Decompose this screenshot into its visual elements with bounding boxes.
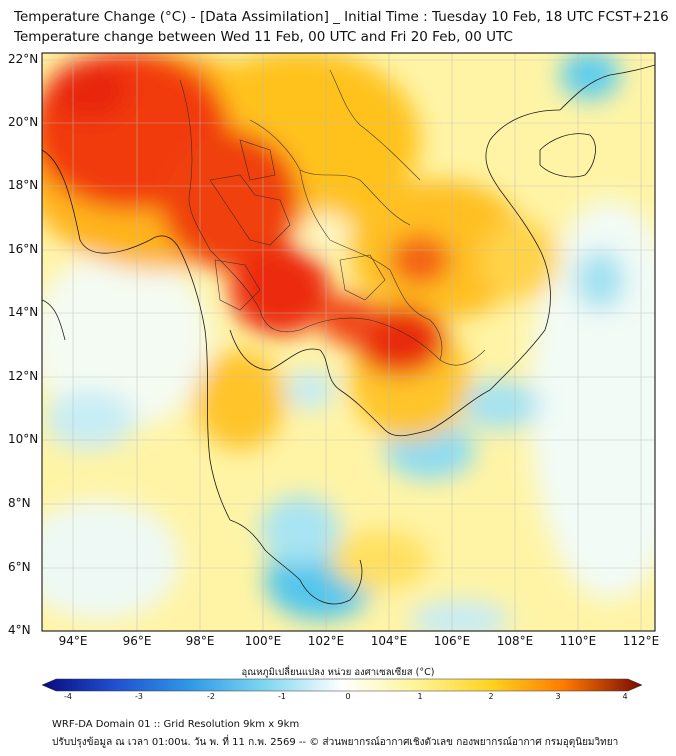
lat-label: 22°N <box>8 52 39 66</box>
colorbar <box>41 678 643 692</box>
colorbar-title: อุณหภูมิเปลี่ยนแปลง หน่วย องศาเซลเซียส (… <box>241 667 435 678</box>
lat-label: 8°N <box>8 496 31 510</box>
lon-label: 94°E <box>58 634 88 648</box>
colorbar-tick: -1 <box>278 692 286 701</box>
lon-label: 106°E <box>433 634 471 648</box>
lat-label: 10°N <box>8 432 39 446</box>
chart-title-line2: Temperature change between Wed 11 Feb, 0… <box>14 29 513 45</box>
lat-label: 4°N <box>8 623 31 637</box>
lon-label: 100°E <box>244 634 282 648</box>
chart-title-line1: Temperature Change (°C) - [Data Assimila… <box>14 9 669 25</box>
lon-label: 102°E <box>307 634 345 648</box>
lat-label: 12°N <box>8 369 39 383</box>
lon-label: 96°E <box>122 634 152 648</box>
colorbar-tick: -2 <box>207 692 215 701</box>
footer-credit: ปรับปรุงข้อมูล ณ เวลา 01:00น. วัน พ. ที่… <box>52 737 619 748</box>
coastlines <box>42 64 655 605</box>
lat-label: 18°N <box>8 178 39 192</box>
lon-label: 98°E <box>185 634 215 648</box>
lon-label: 112°E <box>622 634 660 648</box>
colorbar-tick: 1 <box>417 692 423 701</box>
colorbar-tick: 3 <box>555 692 561 701</box>
lat-label: 14°N <box>8 305 39 319</box>
borders <box>179 69 486 366</box>
graticule <box>42 53 655 631</box>
temperature-field <box>42 53 655 631</box>
footer-model-info: WRF-DA Domain 01 :: Grid Resolution 9km … <box>52 719 300 730</box>
lat-label: 20°N <box>8 115 39 129</box>
lon-label: 108°E <box>496 634 534 648</box>
colorbar-tick: -4 <box>64 692 72 701</box>
colorbar-tick: -3 <box>135 692 143 701</box>
lon-label: 104°E <box>370 634 408 648</box>
colorbar-tick: 2 <box>488 692 494 701</box>
lat-label: 16°N <box>8 242 39 256</box>
map-frame <box>41 52 656 632</box>
lat-label: 6°N <box>8 560 31 574</box>
colorbar-tick: 0 <box>345 692 351 701</box>
lon-label: 110°E <box>559 634 597 648</box>
colorbar-tick: 4 <box>622 692 628 701</box>
